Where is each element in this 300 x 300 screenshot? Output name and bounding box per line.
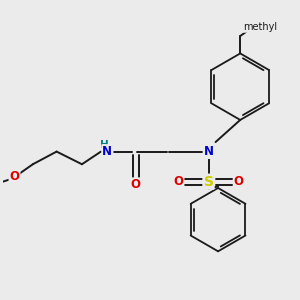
Text: O: O: [10, 170, 20, 183]
Text: methyl: methyl: [243, 22, 277, 32]
Text: O: O: [131, 178, 141, 191]
Text: N: N: [102, 145, 112, 158]
Text: H: H: [100, 140, 109, 150]
Text: O: O: [173, 175, 184, 188]
Text: S: S: [204, 175, 214, 189]
Text: O: O: [234, 175, 244, 188]
Text: N: N: [204, 145, 214, 158]
